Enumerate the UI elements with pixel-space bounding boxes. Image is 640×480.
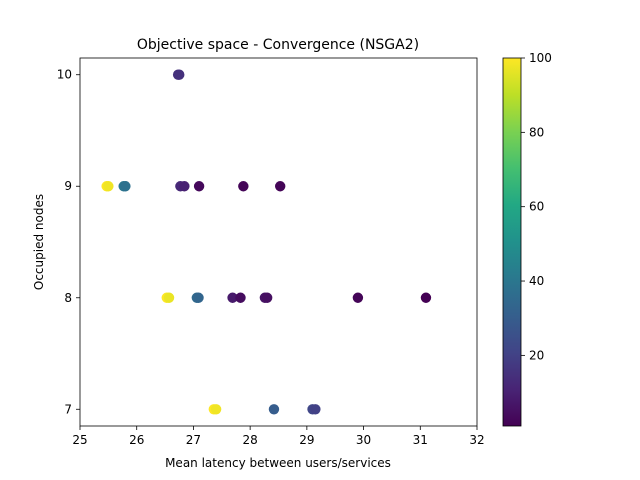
x-tick-label: 29 [299, 433, 314, 447]
data-point [103, 181, 114, 192]
data-point [275, 181, 286, 192]
data-point [261, 292, 273, 303]
x-tick-label: 31 [413, 433, 428, 447]
plot-frame [79, 57, 478, 427]
data-point [268, 404, 280, 415]
x-tick-label: 30 [356, 433, 371, 447]
y-tick-label: 8 [64, 291, 72, 305]
points-layer [101, 69, 432, 415]
data-point [179, 181, 190, 192]
colorbar: 20 40 60 80 100 [502, 51, 552, 427]
y-axis-label: Occupied nodes [32, 194, 46, 290]
x-tick-label: 26 [129, 433, 144, 447]
data-point [420, 292, 432, 303]
data-point [227, 292, 238, 303]
x-tick-label: 25 [72, 433, 87, 447]
x-tick-label: 27 [186, 433, 201, 447]
y-tick-label: 10 [57, 68, 72, 82]
x-tick-label: 32 [469, 433, 484, 447]
colorbar-frame [502, 57, 522, 427]
data-point [120, 181, 131, 192]
x-axis-label: Mean latency between users/services [165, 456, 391, 470]
data-point [310, 404, 321, 415]
data-point [235, 292, 246, 303]
colorbar-tick-label: 60 [529, 200, 544, 214]
data-point [238, 181, 249, 192]
colorbar-tick-label: 20 [529, 348, 544, 362]
data-point [193, 181, 205, 192]
data-point [210, 404, 222, 415]
y-tick-label: 9 [64, 179, 72, 193]
x-tick-label: 28 [243, 433, 258, 447]
colorbar-gradient [503, 58, 521, 426]
y-axis-ticks: 7 8 9 10 [57, 68, 80, 416]
plot-area: 25 26 27 28 29 30 31 32 7 8 9 10 [57, 57, 485, 447]
data-point [174, 69, 185, 80]
colorbar-tick-label: 100 [529, 51, 552, 65]
y-tick-label: 7 [64, 402, 72, 416]
colorbar-tick-label: 40 [529, 274, 544, 288]
chart-title: Objective space - Convergence (NSGA2) [137, 37, 419, 53]
x-axis-ticks: 25 26 27 28 29 30 31 32 [72, 426, 485, 447]
colorbar-tick-label: 80 [529, 125, 544, 139]
data-point [352, 292, 364, 303]
data-point [163, 292, 175, 303]
colorbar-ticks: 20 40 60 80 100 [521, 51, 552, 362]
data-point [193, 292, 204, 303]
